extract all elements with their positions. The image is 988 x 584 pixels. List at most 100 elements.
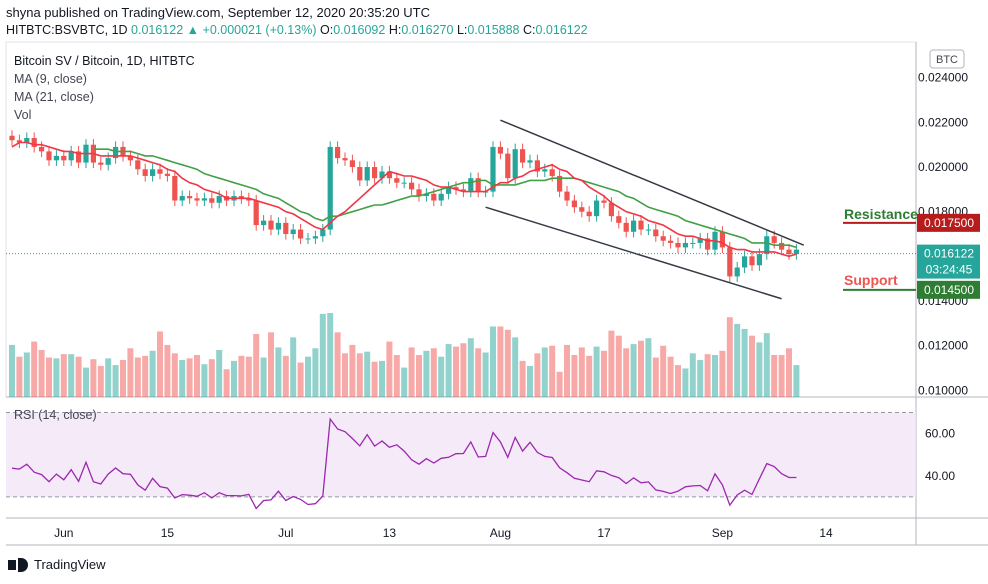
volume-bar	[630, 344, 637, 397]
candle	[216, 196, 222, 203]
candle	[682, 242, 688, 248]
volume-bar	[208, 359, 215, 397]
volume-bar	[438, 356, 445, 397]
volume-bar	[179, 360, 186, 397]
volume-bar	[719, 350, 726, 397]
volume-bar	[164, 344, 171, 397]
volume-bar	[53, 358, 60, 397]
candle	[512, 149, 518, 179]
volume-bar	[549, 345, 556, 397]
volume-bar	[408, 347, 415, 397]
candle	[579, 207, 585, 212]
volume-bar	[601, 350, 607, 397]
legend-ma9[interactable]: MA (9, close)	[14, 72, 87, 86]
current-price-tag	[917, 244, 980, 279]
candle	[209, 198, 215, 203]
time-tick-label: Jul	[278, 526, 293, 540]
volume-bar	[593, 346, 600, 397]
volume-bar	[38, 349, 45, 397]
candle	[268, 220, 274, 230]
symbol-label: HITBTC:BSVBTC, 1D	[6, 23, 128, 37]
high-label: H:	[388, 23, 402, 37]
volume-bar	[356, 353, 363, 397]
resistance-price-tag	[917, 213, 980, 232]
rsi-tick-label: 60.00	[925, 427, 955, 441]
volume-bar	[253, 334, 260, 397]
candle	[749, 256, 755, 266]
ohlc-line: HITBTC:BSVBTC, 1D 0.016122 ▲ +0.000021 (…	[6, 23, 588, 37]
volume-bar	[430, 348, 437, 397]
ma9-line	[11, 141, 797, 258]
low-value: 0.015888	[467, 23, 520, 37]
volume-bar	[623, 348, 630, 397]
volume-bar	[541, 347, 548, 397]
candle	[793, 249, 799, 255]
candle	[39, 146, 45, 152]
candle	[645, 229, 651, 231]
time-tick-label: 15	[161, 526, 175, 540]
support-label: Support	[844, 272, 898, 288]
volume-bar	[704, 354, 711, 397]
volume-bar	[16, 356, 23, 397]
candle	[438, 193, 444, 201]
volume-bar	[482, 352, 489, 397]
candle	[719, 231, 725, 248]
volume-bar	[504, 329, 511, 397]
last-price: 0.016122	[131, 23, 184, 37]
open-label: O:	[319, 23, 334, 37]
volume-bar	[238, 355, 245, 397]
legend-ma21[interactable]: MA (21, close)	[14, 90, 94, 104]
candle	[305, 238, 311, 240]
candle	[275, 222, 281, 230]
candle	[771, 236, 777, 243]
currency-badge-text: BTC	[936, 54, 958, 66]
candle	[342, 158, 348, 161]
candle	[571, 200, 577, 208]
candle	[53, 155, 59, 161]
brand-name: TradingView	[34, 557, 106, 572]
candle	[379, 171, 385, 179]
channel-upper-line	[500, 119, 805, 246]
volume-bar	[127, 348, 134, 397]
candle	[135, 160, 141, 170]
volume-bar	[223, 369, 230, 397]
candle	[16, 140, 22, 143]
volume-bar	[149, 350, 156, 397]
candle	[9, 135, 15, 141]
candle	[705, 238, 711, 250]
candle	[46, 151, 52, 161]
price-tick-label: 0.012000	[918, 339, 968, 353]
volume-bar	[364, 351, 371, 397]
volume-bar	[342, 353, 348, 397]
volume-bar	[231, 360, 237, 397]
legend-vol[interactable]: Vol	[14, 108, 32, 122]
candle	[187, 196, 193, 199]
volume-bar	[416, 355, 422, 397]
candle	[756, 254, 762, 266]
chart-legend: Bitcoin SV / Bitcoin, 1D, HITBTC MA (9, …	[14, 52, 195, 124]
candle	[727, 247, 733, 277]
volume-bar	[712, 355, 718, 397]
candle	[401, 182, 407, 184]
volume-bar	[31, 341, 38, 397]
rsi-tick-label: 40.00	[925, 469, 955, 483]
volume-bar	[615, 335, 622, 397]
volume-bar	[467, 338, 474, 397]
price-tick-label: 0.010000	[918, 383, 968, 397]
resistance-label: Resistance	[844, 206, 918, 222]
volume-bar	[275, 347, 282, 397]
tradingview-logo[interactable]: TradingView	[8, 557, 106, 572]
volume-bar	[134, 357, 141, 397]
candle	[179, 196, 185, 201]
support-price-tag	[917, 280, 980, 299]
volume-bar	[379, 360, 385, 397]
legend-title: Bitcoin SV / Bitcoin, 1D, HITBTC	[14, 54, 195, 68]
volume-bar	[305, 356, 311, 397]
arrow-up-icon: ▲	[186, 23, 200, 37]
volume-bar	[475, 348, 482, 397]
candle	[490, 146, 496, 192]
volume-bar	[771, 355, 778, 397]
candle	[594, 200, 600, 217]
volume-bar	[460, 343, 467, 397]
